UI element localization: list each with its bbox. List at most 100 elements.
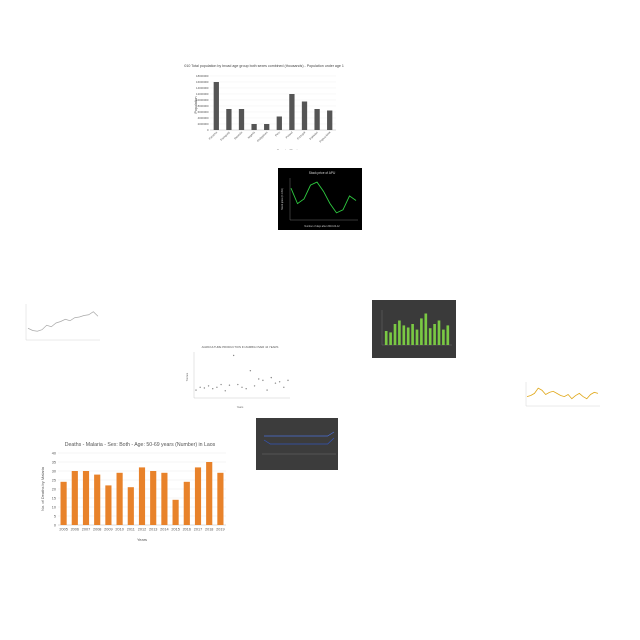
chart-title: Edmonds, 1960 - 2010 Total population by… <box>184 64 344 68</box>
x-tick-label: 2007 <box>82 528 90 532</box>
series-line <box>290 181 357 214</box>
series-line <box>264 431 335 437</box>
bar <box>105 485 112 525</box>
x-tick-label: 2008 <box>93 528 101 532</box>
scatter-point <box>278 381 281 383</box>
bar <box>251 124 257 130</box>
scatter-point <box>249 369 252 372</box>
scatter-point <box>232 354 235 357</box>
y-tick-label: 14000000 <box>196 86 209 90</box>
x-tick-label: 2014 <box>160 528 168 532</box>
chart-green-svg <box>372 300 456 358</box>
chart-population-svg: Edmonds, 1960 - 2010 Total population by… <box>184 64 344 150</box>
bar <box>127 487 134 525</box>
bar <box>238 109 245 130</box>
y-tick-label: 40 <box>52 451 56 455</box>
scatter-point <box>270 376 272 379</box>
series-line <box>27 311 99 332</box>
bar <box>433 324 436 345</box>
y-tick-label: 35 <box>52 460 56 464</box>
bar <box>183 481 190 525</box>
bar <box>289 94 295 130</box>
x-tick-label: Paraguay <box>219 130 231 142</box>
bar <box>402 325 406 345</box>
bar <box>437 320 441 345</box>
x-tick-label: Nigeria <box>247 130 256 139</box>
scatter-point <box>258 378 260 380</box>
x-tick-label: 2013 <box>149 528 157 532</box>
x-tick-label: 2012 <box>138 528 146 532</box>
scatter-point <box>262 379 264 382</box>
y-tick-label: 4000000 <box>198 116 209 120</box>
chart-scatter: AGRICULTURE PRODUCTION IN ZAMBIA OVER 44… <box>184 342 294 410</box>
y-tick-label: 0 <box>207 128 209 132</box>
x-tick-label: Philippines <box>256 130 269 143</box>
scatter-point <box>199 386 201 389</box>
bar <box>428 328 432 345</box>
chart-blue-svg <box>256 418 338 470</box>
x-tick-label: 2010 <box>115 528 123 532</box>
scatter-point <box>216 386 218 389</box>
bar <box>314 109 320 130</box>
scatter-point <box>220 383 222 386</box>
y-axis-label: Population <box>194 97 198 114</box>
bar <box>226 109 232 130</box>
x-tick-label: 2005 <box>59 528 67 532</box>
x-tick-label: Pakistan <box>308 130 319 141</box>
scatter-point <box>241 386 243 389</box>
y-tick-label: 8000000 <box>198 104 209 108</box>
y-tick-label: 10 <box>52 505 56 509</box>
bar <box>82 471 90 525</box>
chart-malaria-svg: Deaths - Malaria - Sex: Both - Age: 50-6… <box>40 442 226 542</box>
bar <box>60 481 67 525</box>
bar <box>206 462 213 525</box>
bar <box>420 318 423 345</box>
x-tick-label: 2019 <box>216 528 224 532</box>
bar <box>71 471 78 525</box>
bar <box>415 329 419 345</box>
scatter-point <box>283 386 285 389</box>
scatter-point <box>228 384 231 386</box>
scatter-point <box>195 389 197 391</box>
x-tick-label: Rwanda <box>233 130 243 140</box>
y-axis-label: Tonnes <box>185 372 189 381</box>
y-tick-label: 6000000 <box>198 110 209 114</box>
y-axis-label: Stock price (in USD) <box>281 188 284 210</box>
chart-background <box>278 168 362 230</box>
bar <box>116 472 123 525</box>
chart-blue-lines <box>256 418 338 470</box>
scatter-point <box>224 390 226 392</box>
y-tick-label: 0 <box>54 523 56 527</box>
chart-stock-svg: Stock price of APU Number of days after … <box>278 168 362 230</box>
y-tick-label: 12000000 <box>196 92 209 96</box>
scatter-point <box>212 387 214 390</box>
bar <box>327 110 333 130</box>
x-axis-label: Years <box>137 537 147 542</box>
chart-scatter-svg: AGRICULTURE PRODUCTION IN ZAMBIA OVER 44… <box>185 345 290 409</box>
chart-faint-line <box>18 298 102 346</box>
bar <box>217 472 224 525</box>
chart-title: Deaths - Malaria - Sex: Both - Age: 50-6… <box>65 442 216 448</box>
y-tick-label: 30 <box>52 469 56 473</box>
y-tick-label: 18000000 <box>196 74 209 78</box>
x-tick-label: Poland <box>285 130 294 139</box>
bar <box>194 467 202 525</box>
x-tick-label: Portugal <box>296 130 306 140</box>
y-tick-label: 15 <box>52 496 56 500</box>
x-axis-label: Years <box>237 405 244 409</box>
y-tick-label: 5 <box>54 514 56 518</box>
x-tick-label: 2016 <box>183 528 191 532</box>
x-tick-label: 2017 <box>194 528 202 532</box>
chart-green-bars <box>372 300 456 358</box>
chart-faint-svg <box>25 304 100 341</box>
chart-gold-line <box>510 376 602 428</box>
x-tick-label: 2009 <box>104 528 112 532</box>
x-tick-label: Panama <box>208 130 219 141</box>
series-line <box>263 437 335 445</box>
chart-stock-price: Stock price of APU Number of days after … <box>278 168 362 230</box>
series-line <box>526 387 599 400</box>
scatter-point <box>266 389 268 391</box>
bar <box>398 320 401 345</box>
bar <box>442 329 445 345</box>
y-tick-label: 16000000 <box>196 80 209 84</box>
